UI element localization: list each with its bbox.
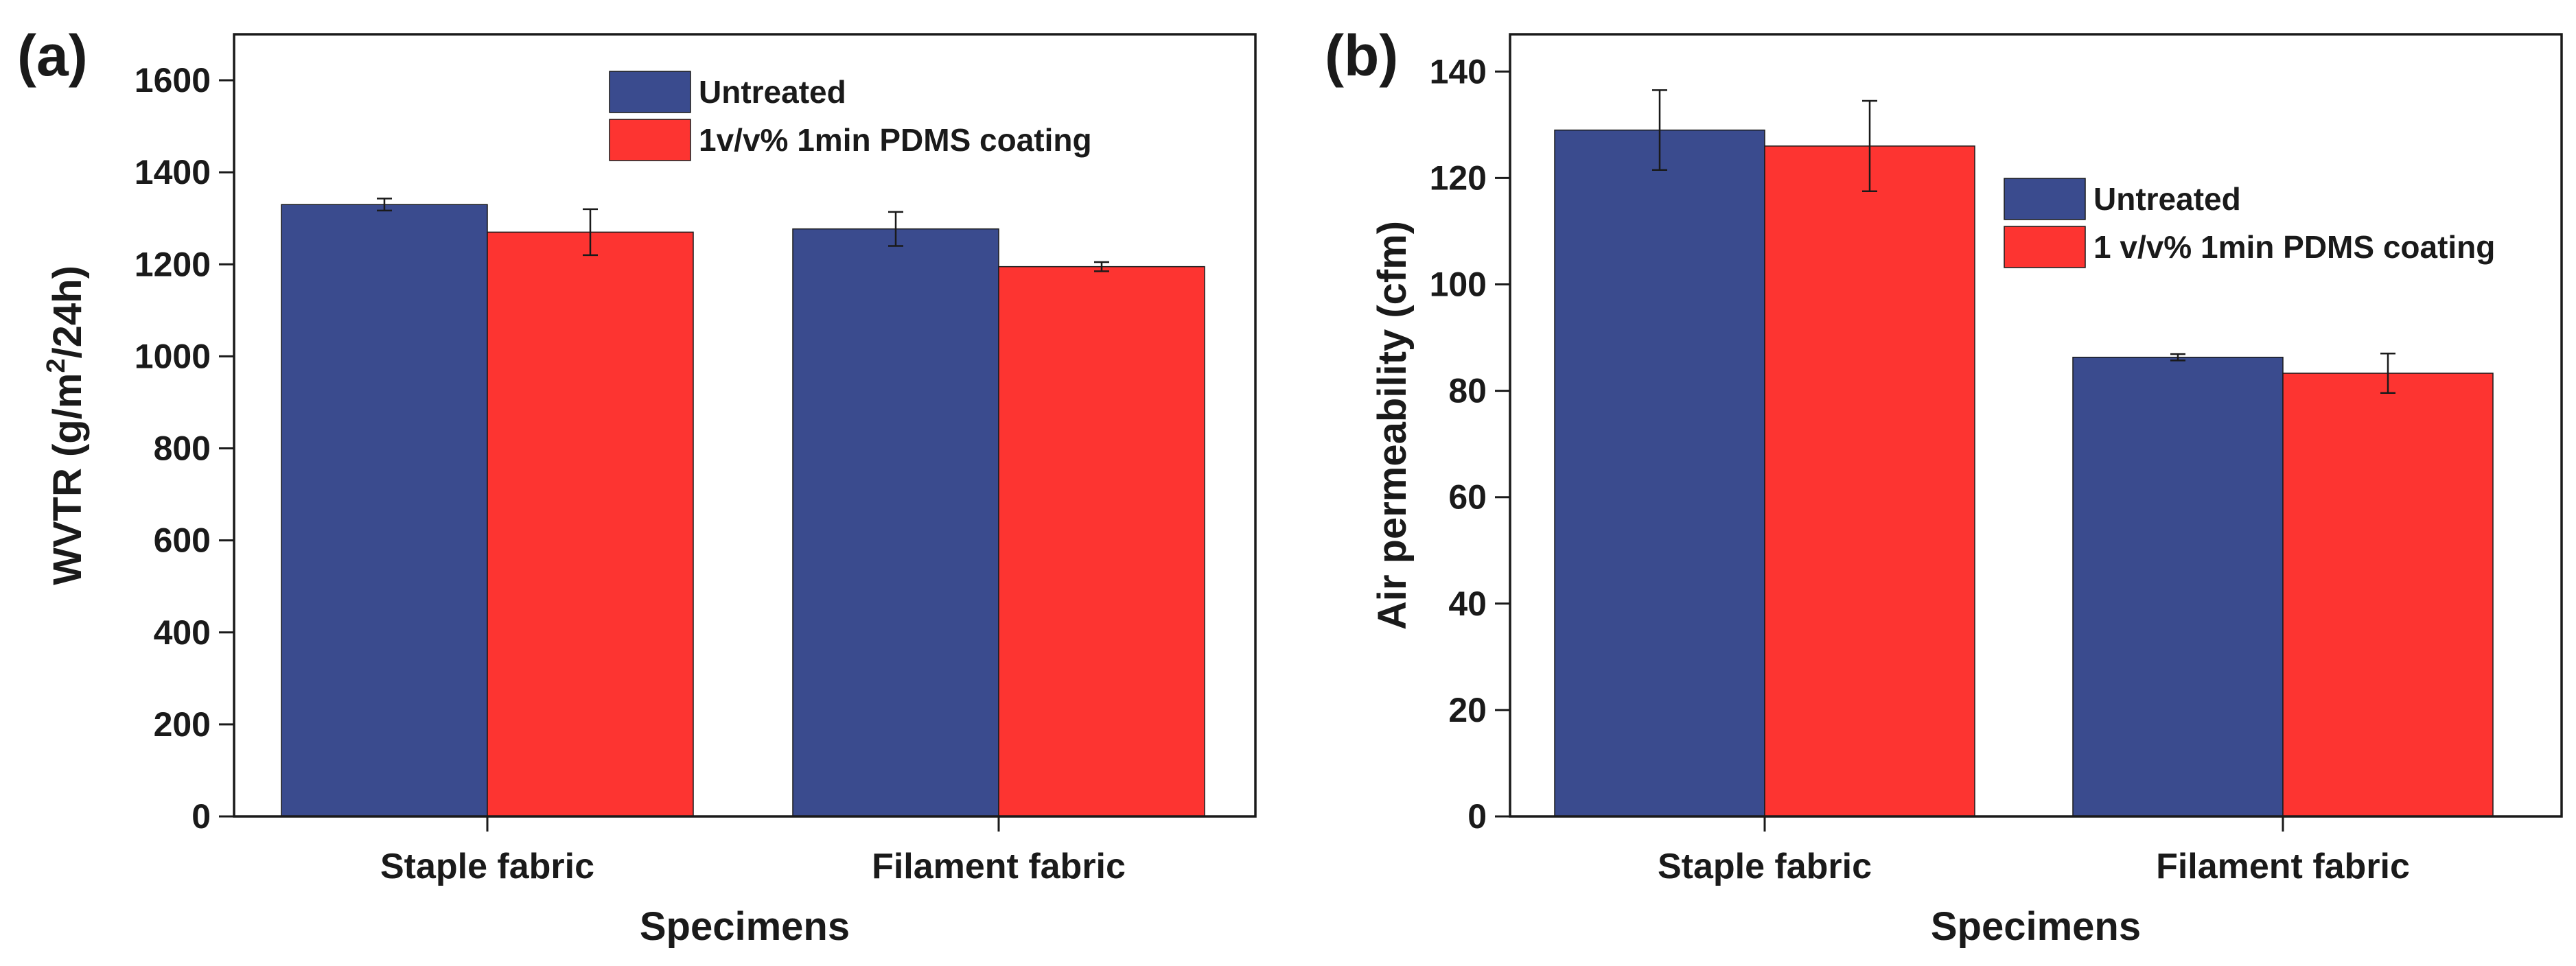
bar-b-coated-staple — [1764, 145, 1975, 817]
y-tick-label-b-3: 60 — [1448, 478, 1487, 517]
x-axis-title-a: Specimens — [640, 904, 850, 949]
legend-swatch-a-coated — [609, 119, 691, 161]
bar-a-untreated-filament — [792, 228, 999, 817]
legend-label-b-untreated: Untreated — [2093, 181, 2241, 217]
plot-frame-a — [233, 33, 1257, 818]
legend-swatch-b-coated — [2004, 226, 2086, 268]
y-tick-label-a-8: 1600 — [135, 61, 211, 99]
y-tick-label-b-0: 0 — [1467, 797, 1487, 836]
y-axis-title-main: Air permeability (cfm) — [1370, 221, 1415, 630]
y-tick-label-b-7: 140 — [1430, 52, 1487, 91]
bar-a-coated-filament — [998, 266, 1205, 817]
legend-label-a-coated: 1v/v% 1min PDMS coating — [699, 122, 1092, 158]
y-tick-label-b-4: 80 — [1448, 372, 1487, 410]
y-axis-title-a: WVTR (g/m2/24h) — [42, 266, 90, 585]
bar-b-coated-filament — [2282, 373, 2494, 817]
legend-swatch-b-untreated — [2004, 178, 2086, 220]
y-axis-title-superscript: 2 — [42, 358, 71, 373]
y-tick-label-b-2: 40 — [1448, 585, 1487, 623]
panel-b-label: (b) — [1325, 23, 1398, 88]
bar-a-untreated-staple — [281, 204, 488, 817]
y-tick-label-a-6: 1200 — [135, 245, 211, 283]
y-tick-label-a-1: 200 — [154, 705, 211, 744]
x-tick-label-b-0: Staple fabric — [1658, 847, 1872, 886]
x-tick-label-b-1: Filament fabric — [2156, 847, 2410, 886]
y-tick-label-a-7: 1400 — [135, 153, 211, 191]
y-tick-label-b-5: 100 — [1430, 265, 1487, 303]
y-tick-label-a-4: 800 — [154, 429, 211, 468]
y-tick-label-b-6: 120 — [1430, 158, 1487, 197]
x-tick-label-a-0: Staple fabric — [380, 847, 594, 886]
y-axis-title-b: Air permeability (cfm) — [1370, 221, 1415, 630]
legend-swatch-a-untreated — [609, 71, 691, 113]
legend-label-b-coated: 1 v/v% 1min PDMS coating — [2093, 229, 2495, 265]
y-tick-label-a-5: 1000 — [135, 337, 211, 375]
y-axis-title-tail: /24h) — [45, 266, 90, 358]
x-axis-title-b: Specimens — [1931, 904, 2141, 949]
y-tick-label-b-1: 20 — [1448, 691, 1487, 729]
y-tick-label-a-3: 600 — [154, 521, 211, 560]
panel-b: (b) Staple fabric Filament fabric 0 20 40 60 8… — [1325, 23, 2563, 949]
bar-b-untreated-filament — [2072, 356, 2284, 817]
panel-a-label: (a) — [17, 23, 88, 88]
x-tick-label-a-1: Filament fabric — [872, 847, 1126, 886]
bar-a-coated-staple — [487, 231, 694, 817]
y-axis-title-main: WVTR (g/m — [45, 373, 90, 585]
y-tick-label-a-0: 0 — [192, 797, 211, 836]
plot-frame-b — [1509, 33, 2563, 818]
bar-b-untreated-staple — [1554, 129, 1765, 817]
panel-a: (a) Staple fabric Filament fabric 0 200 400 6… — [17, 23, 1257, 949]
y-tick-label-a-2: 400 — [154, 613, 211, 652]
legend-label-a-untreated: Untreated — [699, 74, 846, 110]
